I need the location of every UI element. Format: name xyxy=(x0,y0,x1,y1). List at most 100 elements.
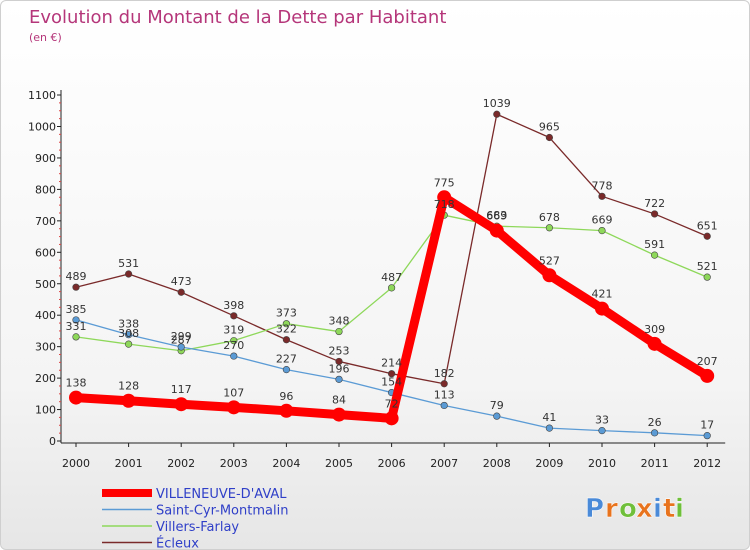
legend: VILLENEUVE-D'AVAL Saint-Cyr-MontmalinVill… xyxy=(102,487,288,549)
data-label: 227 xyxy=(276,353,297,366)
y-tick-label: 600 xyxy=(35,246,56,259)
y-tick-label: 1000 xyxy=(28,121,56,134)
data-label: 531 xyxy=(118,257,139,270)
data-label: 331 xyxy=(66,320,87,333)
data-point xyxy=(545,224,554,232)
data-point xyxy=(174,397,189,412)
data-label: 154 xyxy=(381,376,402,389)
logo-letter: i xyxy=(653,494,662,524)
data-point xyxy=(384,411,399,426)
x-tick-label: 2011 xyxy=(641,457,669,470)
data-point xyxy=(700,368,715,383)
data-point xyxy=(703,432,711,440)
data-label: 1039 xyxy=(483,97,511,110)
data-point xyxy=(72,316,80,324)
y-tick-label: 1100 xyxy=(28,89,56,102)
data-label: 965 xyxy=(539,121,560,134)
logo-letter: P xyxy=(585,494,604,524)
chart-title: Evolution du Montant de la Dette par Hab… xyxy=(29,7,446,28)
x-tick-label: 2001 xyxy=(115,457,143,470)
data-point xyxy=(493,412,501,420)
data-point xyxy=(230,312,238,320)
data-label: 398 xyxy=(223,299,244,312)
data-label: 138 xyxy=(66,377,87,390)
y-tick-label: 300 xyxy=(35,341,56,354)
data-point xyxy=(282,336,291,344)
x-tick-label: 2004 xyxy=(272,457,300,470)
data-label: 348 xyxy=(329,315,350,328)
data-label: 718 xyxy=(434,198,455,211)
y-tick-label: 900 xyxy=(35,152,56,165)
data-point xyxy=(650,251,659,259)
x-tick-label: 2006 xyxy=(378,457,406,470)
data-label: 487 xyxy=(381,271,402,284)
data-label: 322 xyxy=(276,323,297,336)
x-tick-label: 2007 xyxy=(430,457,458,470)
logo-letter: r xyxy=(605,494,618,524)
data-label: 683 xyxy=(486,209,507,222)
data-point xyxy=(226,400,241,415)
x-tick-label: 2003 xyxy=(220,457,248,470)
data-label: 385 xyxy=(66,303,87,316)
data-point xyxy=(279,403,294,418)
data-label: 117 xyxy=(171,383,192,396)
y-tick-label: 400 xyxy=(35,309,56,322)
data-label: 338 xyxy=(118,318,139,331)
data-label: 651 xyxy=(697,219,718,232)
legend-label: Villers-Farlay xyxy=(156,520,239,535)
data-label: 775 xyxy=(434,176,455,189)
data-point xyxy=(489,223,504,238)
data-label: 113 xyxy=(434,388,455,401)
data-label: 421 xyxy=(592,288,613,301)
data-point xyxy=(440,380,448,388)
data-label: 41 xyxy=(542,411,556,424)
data-point xyxy=(69,390,83,405)
data-point xyxy=(650,210,659,218)
data-label: 521 xyxy=(697,260,718,273)
data-label: 722 xyxy=(644,197,665,210)
logo-letter: o xyxy=(619,494,637,524)
data-label: 79 xyxy=(490,399,504,412)
data-point xyxy=(282,366,291,374)
data-label: 96 xyxy=(279,390,293,403)
data-point xyxy=(598,226,606,235)
data-label: 287 xyxy=(171,334,192,347)
data-point xyxy=(332,407,346,422)
data-point xyxy=(124,270,133,278)
y-tick-label: 0 xyxy=(49,435,56,448)
data-label: 678 xyxy=(539,211,560,224)
series-layer xyxy=(69,110,715,440)
data-point xyxy=(282,320,291,328)
data-label: 299 xyxy=(171,330,192,343)
data-label: 373 xyxy=(276,307,297,320)
data-label: 33 xyxy=(595,414,609,427)
data-label: 489 xyxy=(66,270,87,283)
data-label: 84 xyxy=(332,394,346,407)
legend-label: Saint-Cyr-Montmalin xyxy=(156,504,288,519)
data-point xyxy=(388,370,396,378)
data-point xyxy=(595,301,609,316)
data-point xyxy=(545,424,554,432)
data-label: 527 xyxy=(539,254,560,267)
x-tick-label: 2009 xyxy=(535,457,563,470)
data-label: 591 xyxy=(644,238,665,251)
data-label: 309 xyxy=(644,323,665,336)
logo-letter: x xyxy=(636,494,653,524)
data-label: 214 xyxy=(381,357,402,370)
data-point xyxy=(121,393,136,408)
data-point xyxy=(124,331,133,339)
data-label: 669 xyxy=(486,210,507,223)
x-tick-label: 2010 xyxy=(588,457,616,470)
data-point xyxy=(440,401,448,410)
data-label: 182 xyxy=(434,367,455,380)
y-tick-label: 700 xyxy=(35,215,56,228)
data-point xyxy=(335,327,343,336)
y-tick-label: 200 xyxy=(35,372,56,385)
data-label: 319 xyxy=(223,324,244,337)
data-point xyxy=(703,273,711,281)
labels-layer: 489 531 473 398 322 253 214 182 1039 965 778 722 651… xyxy=(66,97,718,431)
data-label: 196 xyxy=(329,362,350,375)
logo-letter: t xyxy=(663,494,675,524)
data-label: 207 xyxy=(697,355,718,368)
